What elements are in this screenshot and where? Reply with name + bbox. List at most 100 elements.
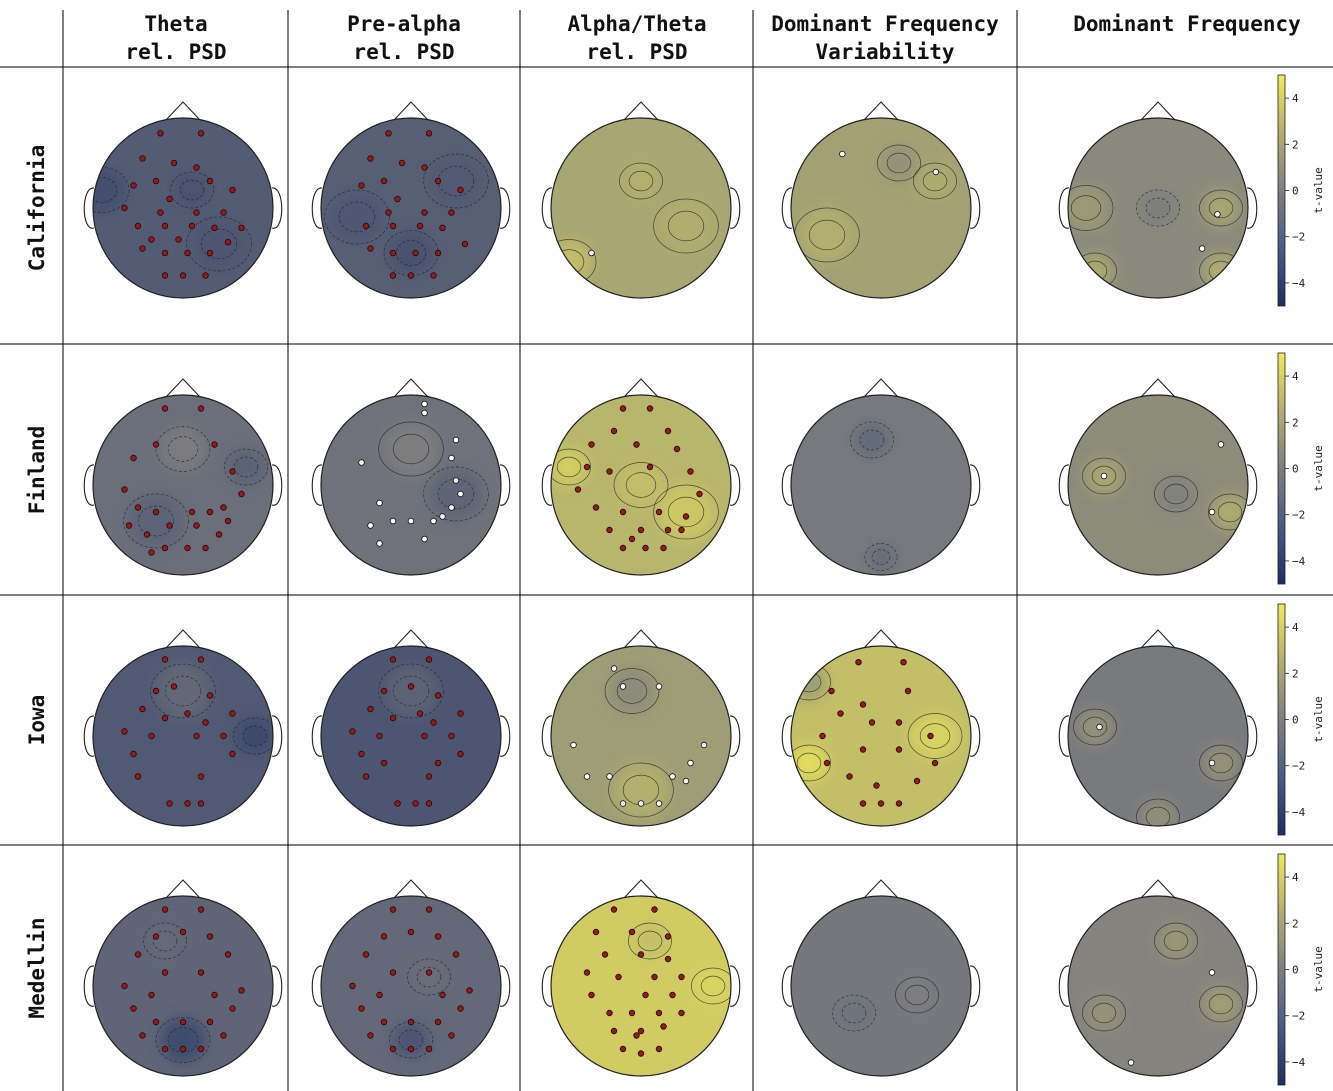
electrode-marker — [206, 1018, 214, 1026]
electrode-marker — [367, 705, 374, 713]
nose-outline — [1140, 629, 1176, 649]
electrode-marker — [457, 186, 464, 194]
electrode-marker — [430, 719, 437, 726]
electrode-marker — [655, 683, 663, 690]
electrode-marker — [206, 508, 214, 516]
head-outline — [550, 117, 732, 299]
topomap-iowa-theta — [83, 629, 283, 827]
field-patch — [854, 422, 890, 458]
electrode-marker — [457, 750, 464, 758]
field-patch — [1203, 986, 1239, 1022]
electrode-marker — [425, 906, 433, 913]
electrode-marker — [837, 710, 844, 717]
electrode-marker — [877, 800, 885, 807]
field-patch — [160, 426, 206, 472]
electrode-marker — [121, 728, 128, 735]
electrode-marker — [448, 732, 455, 740]
scalp-field — [791, 896, 971, 1076]
electrode-marker — [389, 222, 397, 230]
electrode-marker — [229, 186, 236, 194]
electrode-marker — [380, 1018, 388, 1026]
contour-line — [1199, 985, 1243, 1023]
topomap-medellin-theta — [83, 879, 283, 1077]
scalp-field — [791, 395, 971, 575]
scalp-field — [321, 896, 501, 1076]
left-ear-outline — [781, 187, 793, 229]
right-ear-outline — [499, 464, 511, 506]
electrode-marker — [367, 155, 374, 162]
scalp-field — [1068, 896, 1248, 1076]
electrode-marker — [669, 991, 676, 999]
right-ear-outline — [969, 715, 981, 757]
electrode-marker — [152, 508, 160, 516]
electrode-marker — [642, 991, 649, 999]
electrode-marker — [380, 177, 388, 185]
topomap-finland-theta — [83, 378, 283, 576]
electrode-marker — [161, 249, 169, 257]
grid-lines — [0, 10, 1333, 1091]
electrode-marker — [157, 209, 164, 216]
column-header-theta-line1: Theta — [144, 12, 207, 36]
head-outline — [1067, 117, 1249, 299]
electrode-marker — [448, 504, 455, 511]
field-patch — [791, 745, 827, 781]
right-ear-outline — [969, 464, 981, 506]
head-outline — [1067, 895, 1249, 1077]
contour-line — [616, 678, 648, 704]
electrode-marker — [425, 969, 433, 976]
electrode-marker — [229, 468, 236, 475]
field-patch — [384, 422, 438, 476]
electrode-marker — [407, 683, 415, 690]
topomap-california-dfv — [781, 101, 981, 299]
topomap-california-df — [1058, 101, 1258, 299]
electrode-marker — [206, 692, 214, 699]
electrode-marker — [215, 531, 223, 538]
contour-line — [796, 752, 822, 774]
contour-line — [423, 153, 489, 209]
electrode-marker — [389, 656, 397, 663]
electrode-marker — [197, 1045, 205, 1053]
topomap-california-prealpha — [311, 101, 511, 299]
left-ear-outline — [83, 715, 95, 757]
electrode-marker — [637, 951, 645, 958]
contour-line — [625, 472, 657, 498]
electrode-marker — [452, 951, 460, 958]
electrode-marker — [170, 159, 178, 167]
electrode-marker — [1217, 441, 1225, 448]
right-ear-outline — [499, 965, 511, 1007]
electrode-marker — [161, 544, 169, 552]
electrode-marker — [134, 222, 142, 230]
electrode-marker — [179, 1045, 187, 1053]
electrode-marker — [188, 222, 196, 230]
topomap-finland-alphatheta — [541, 378, 741, 576]
column-headers: Theta rel. PSD Pre-alpha rel. PSD Alpha/… — [125, 12, 1301, 64]
electrode-marker — [664, 427, 672, 435]
nose-outline — [393, 101, 429, 121]
topomap-medellin-dfv — [781, 879, 981, 1077]
electrode-marker — [588, 991, 595, 999]
electrode-marker — [229, 750, 236, 758]
electrode-marker — [846, 773, 853, 780]
left-ear-outline — [311, 965, 323, 1007]
electrode-marker — [610, 665, 618, 672]
contour-line — [877, 144, 921, 182]
electrode-marker — [642, 544, 649, 552]
electrode-marker — [900, 659, 907, 666]
electrode-marker — [389, 272, 397, 279]
contour-line — [628, 170, 654, 192]
column-header-alphatheta-line2: rel. PSD — [586, 40, 687, 64]
electrode-marker — [868, 719, 876, 726]
electrode-marker — [389, 906, 397, 913]
field-patch — [411, 959, 447, 995]
electrode-marker — [628, 1009, 636, 1017]
electrode-marker — [148, 732, 155, 740]
colorbar-tick-label: −4 — [1292, 555, 1306, 568]
electrode-marker — [238, 224, 245, 231]
nose-outline — [393, 378, 429, 398]
contour-line — [338, 201, 376, 233]
contour-line — [167, 436, 199, 462]
electrode-marker — [121, 982, 128, 990]
contour-line — [1145, 806, 1171, 826]
contour-line — [123, 493, 189, 549]
electrode-marker — [859, 746, 867, 753]
